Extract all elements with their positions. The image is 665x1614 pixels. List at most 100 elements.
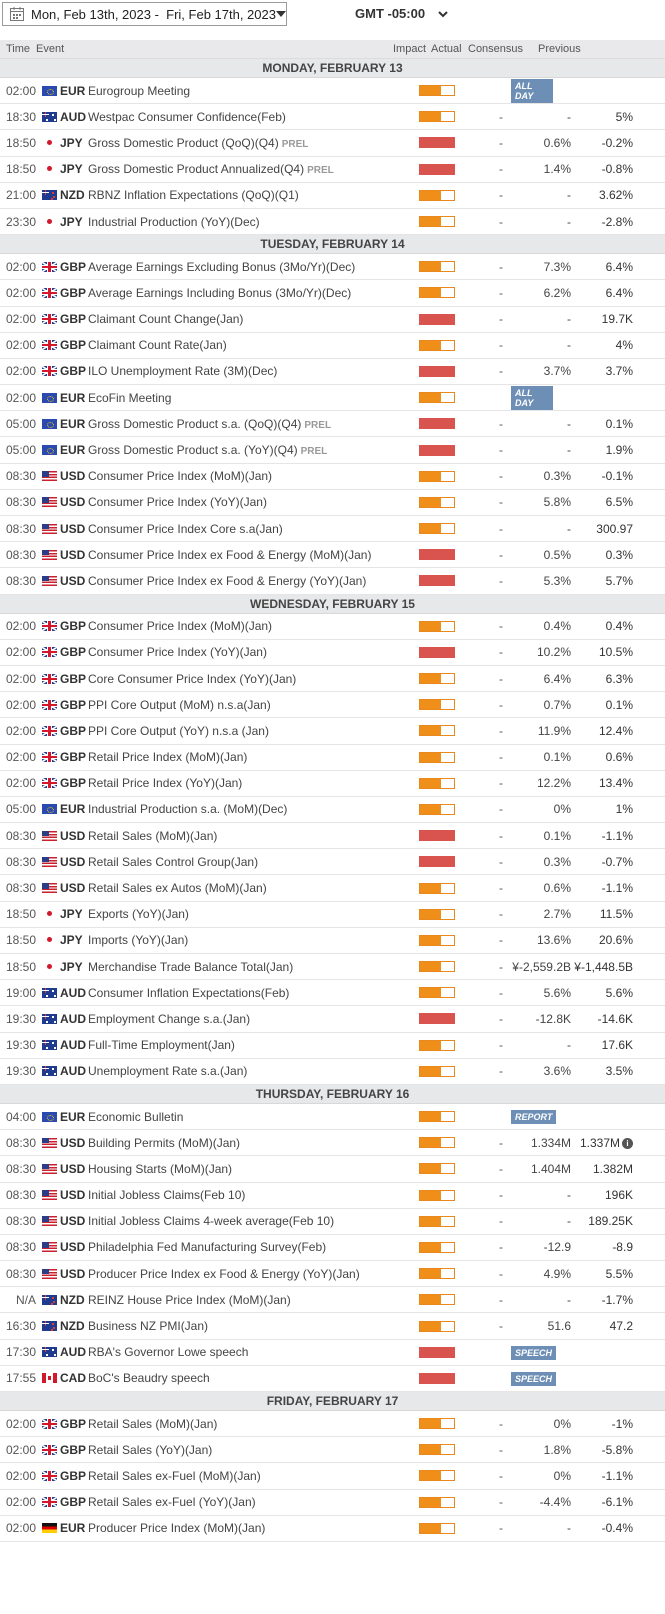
event-row[interactable]: 04:00 EUR Economic Bulletin REPORT: [0, 1103, 665, 1131]
event-name[interactable]: RBA's Governor Lowe speech: [88, 1345, 413, 1359]
event-name[interactable]: Retail Sales ex-Fuel (YoY)(Jan): [88, 1495, 413, 1509]
event-row[interactable]: 05:00 EUR Industrial Production s.a. (MoM)…: [0, 796, 665, 824]
event-name[interactable]: Retail Sales ex-Fuel (MoM)(Jan): [88, 1469, 413, 1483]
event-row[interactable]: 08:30 USD Retail Sales Control Group(Jan) -…: [0, 849, 665, 876]
event-row[interactable]: 19:30 AUD Full-Time Employment(Jan) - - 17.6K: [0, 1032, 665, 1059]
date-range-picker[interactable]: Mon, Feb 13th, 2023 - Fri, Feb 17th, 202…: [2, 2, 287, 26]
event-name[interactable]: Average Earnings Excluding Bonus (3Mo/Yr…: [88, 260, 413, 274]
event-name[interactable]: Gross Domestic Product Annualized(Q4) PRE…: [88, 162, 413, 176]
event-row[interactable]: 02:00 GBP Consumer Price Index (YoY)(Jan) -…: [0, 639, 665, 666]
event-row[interactable]: 02:00 GBP Retail Sales (MoM)(Jan) - 0% -1%: [0, 1411, 665, 1438]
event-name[interactable]: Producer Price Index (MoM)(Jan): [88, 1521, 413, 1535]
event-row[interactable]: 17:55 CAD BoC's Beaudry speech SPEECH: [0, 1365, 665, 1392]
event-row[interactable]: 08:30 USD Retail Sales ex Autos (MoM)(Jan)…: [0, 875, 665, 902]
event-name[interactable]: Philadelphia Fed Manufacturing Survey(Fe…: [88, 1240, 413, 1254]
event-name[interactable]: Consumer Price Index (MoM)(Jan): [88, 619, 413, 633]
event-name[interactable]: Imports (YoY)(Jan): [88, 933, 413, 947]
event-row[interactable]: 08:30 USD Consumer Price Index (YoY)(Jan) -…: [0, 489, 665, 516]
event-name[interactable]: ILO Unemployment Rate (3M)(Dec): [88, 364, 413, 378]
event-row[interactable]: 08:30 USD Initial Jobless Claims(Feb 10) - -…: [0, 1182, 665, 1209]
event-name[interactable]: Gross Domestic Product (QoQ)(Q4) PREL: [88, 136, 413, 150]
event-row[interactable]: 08:30 USD Housing Starts (MoM)(Jan) - 1.404M…: [0, 1156, 665, 1183]
event-row[interactable]: 02:00 GBP Claimant Count Rate(Jan) - - 4%: [0, 332, 665, 359]
event-row[interactable]: 02:00 GBP Consumer Price Index (MoM)(Jan) -…: [0, 613, 665, 640]
event-row[interactable]: 18:50 JPY Gross Domestic Product Annualize…: [0, 156, 665, 183]
event-name[interactable]: Claimant Count Change(Jan): [88, 312, 413, 326]
event-row[interactable]: 16:30 NZD Business NZ PMI(Jan) - 51.6 47.2: [0, 1313, 665, 1340]
event-name[interactable]: BoC's Beaudry speech: [88, 1371, 413, 1385]
event-name[interactable]: Retail Sales Control Group(Jan): [88, 855, 413, 869]
event-row[interactable]: 02:00 GBP Retail Sales ex-Fuel (MoM)(Jan) -…: [0, 1463, 665, 1490]
event-row[interactable]: 17:30 AUD RBA's Governor Lowe speech SPEECH: [0, 1339, 665, 1366]
event-row[interactable]: 02:00 GBP Average Earnings Excluding Bonus…: [0, 254, 665, 281]
event-row[interactable]: 19:00 AUD Consumer Inflation Expectations(…: [0, 980, 665, 1007]
event-row[interactable]: 08:30 USD Consumer Price Index (MoM)(Jan) -…: [0, 463, 665, 490]
event-row[interactable]: 23:30 JPY Industrial Production (YoY)(Dec)…: [0, 208, 665, 236]
event-row[interactable]: 19:30 AUD Employment Change s.a.(Jan) - -12.…: [0, 1006, 665, 1033]
event-name[interactable]: Retail Sales (MoM)(Jan): [88, 1417, 413, 1431]
event-name[interactable]: Retail Price Index (MoM)(Jan): [88, 750, 413, 764]
event-row[interactable]: 21:00 NZD RBNZ Inflation Expectations (QoQ…: [0, 182, 665, 209]
event-name[interactable]: Gross Domestic Product s.a. (QoQ)(Q4) PRE…: [88, 417, 413, 431]
event-name[interactable]: Retail Sales ex Autos (MoM)(Jan): [88, 881, 413, 895]
event-name[interactable]: Producer Price Index ex Food & Energy (Y…: [88, 1267, 413, 1281]
event-row[interactable]: 08:30 USD Consumer Price Index ex Food & E…: [0, 542, 665, 569]
event-name[interactable]: PPI Core Output (YoY) n.s.a (Jan): [88, 724, 413, 738]
event-name[interactable]: REINZ House Price Index (MoM)(Jan): [88, 1293, 413, 1307]
event-name[interactable]: Retail Sales (MoM)(Jan): [88, 829, 413, 843]
event-name[interactable]: PPI Core Output (MoM) n.s.a(Jan): [88, 698, 413, 712]
event-name[interactable]: Business NZ PMI(Jan): [88, 1319, 413, 1333]
event-name[interactable]: Consumer Inflation Expectations(Feb): [88, 986, 413, 1000]
info-icon[interactable]: i: [622, 1137, 633, 1149]
event-row[interactable]: 08:30 USD Initial Jobless Claims 4-week av…: [0, 1208, 665, 1235]
event-name[interactable]: Retail Price Index (YoY)(Jan): [88, 776, 413, 790]
event-name[interactable]: Industrial Production (YoY)(Dec): [88, 215, 413, 229]
event-row[interactable]: 18:50 JPY Merchandise Trade Balance Total(…: [0, 954, 665, 981]
event-row[interactable]: 18:50 JPY Imports (YoY)(Jan) - 13.6% 20.6%: [0, 927, 665, 954]
event-name[interactable]: Gross Domestic Product s.a. (YoY)(Q4) PRE…: [88, 443, 413, 457]
event-row[interactable]: 02:00 EUR EcoFin Meeting ALL DAY: [0, 385, 665, 412]
event-name[interactable]: Full-Time Employment(Jan): [88, 1038, 413, 1052]
event-name[interactable]: Housing Starts (MoM)(Jan): [88, 1162, 413, 1176]
event-row[interactable]: 08:30 USD Consumer Price Index ex Food & E…: [0, 568, 665, 595]
event-row[interactable]: 02:00 GBP ILO Unemployment Rate (3M)(Dec) -…: [0, 358, 665, 386]
event-name[interactable]: Westpac Consumer Confidence(Feb): [88, 110, 413, 124]
event-name[interactable]: Retail Sales (YoY)(Jan): [88, 1443, 413, 1457]
event-row[interactable]: 02:00 EUR Producer Price Index (MoM)(Jan) -…: [0, 1515, 665, 1542]
event-name[interactable]: Consumer Price Index (YoY)(Jan): [88, 645, 413, 659]
event-row[interactable]: 02:00 EUR Eurogroup Meeting ALL DAY: [0, 78, 665, 105]
event-name[interactable]: RBNZ Inflation Expectations (QoQ)(Q1): [88, 188, 413, 202]
event-name[interactable]: Initial Jobless Claims(Feb 10): [88, 1188, 413, 1202]
event-name[interactable]: Consumer Price Index (YoY)(Jan): [88, 495, 413, 509]
event-row[interactable]: 05:00 EUR Gross Domestic Product s.a. (QoQ…: [0, 411, 665, 438]
event-name[interactable]: Economic Bulletin: [88, 1110, 413, 1124]
event-name[interactable]: Consumer Price Index ex Food & Energy (M…: [88, 548, 413, 562]
event-name[interactable]: Consumer Price Index ex Food & Energy (Y…: [88, 574, 413, 588]
event-name[interactable]: Core Consumer Price Index (YoY)(Jan): [88, 672, 413, 686]
event-row[interactable]: 08:30 USD Consumer Price Index Core s.a(Ja…: [0, 516, 665, 543]
event-row[interactable]: 08:30 USD Producer Price Index ex Food & E…: [0, 1261, 665, 1288]
event-name[interactable]: Unemployment Rate s.a.(Jan): [88, 1064, 413, 1078]
event-name[interactable]: Industrial Production s.a. (MoM)(Dec): [88, 802, 413, 816]
event-row[interactable]: 18:50 JPY Exports (YoY)(Jan) - 2.7% 11.5%: [0, 901, 665, 928]
event-row[interactable]: 02:00 GBP PPI Core Output (YoY) n.s.a (Jan…: [0, 718, 665, 745]
event-name[interactable]: Eurogroup Meeting: [88, 84, 413, 98]
event-row[interactable]: 19:30 AUD Unemployment Rate s.a.(Jan) - 3.6%…: [0, 1058, 665, 1085]
event-row[interactable]: 02:00 GBP Retail Sales (YoY)(Jan) - 1.8% -5.8…: [0, 1437, 665, 1464]
event-row[interactable]: 02:00 GBP PPI Core Output (MoM) n.s.a(Jan)…: [0, 692, 665, 719]
event-name[interactable]: Claimant Count Rate(Jan): [88, 338, 413, 352]
event-row[interactable]: N/A NZD REINZ House Price Index (MoM)(Jan)…: [0, 1287, 665, 1314]
event-row[interactable]: 02:00 GBP Core Consumer Price Index (YoY)(…: [0, 665, 665, 693]
event-name[interactable]: Exports (YoY)(Jan): [88, 907, 413, 921]
timezone-selector[interactable]: GMT -05:00: [355, 6, 449, 21]
event-row[interactable]: 18:30 AUD Westpac Consumer Confidence(Feb)…: [0, 104, 665, 131]
event-row[interactable]: 02:00 GBP Retail Sales ex-Fuel (YoY)(Jan) -…: [0, 1489, 665, 1516]
event-name[interactable]: Employment Change s.a.(Jan): [88, 1012, 413, 1026]
event-name[interactable]: EcoFin Meeting: [88, 391, 413, 405]
event-name[interactable]: Average Earnings Including Bonus (3Mo/Yr…: [88, 286, 413, 300]
event-name[interactable]: Building Permits (MoM)(Jan): [88, 1136, 413, 1150]
event-name[interactable]: Consumer Price Index (MoM)(Jan): [88, 469, 413, 483]
event-row[interactable]: 05:00 EUR Gross Domestic Product s.a. (YoY…: [0, 437, 665, 464]
event-row[interactable]: 02:00 GBP Average Earnings Including Bonus…: [0, 280, 665, 307]
event-name[interactable]: Initial Jobless Claims 4-week average(Fe…: [88, 1214, 413, 1228]
